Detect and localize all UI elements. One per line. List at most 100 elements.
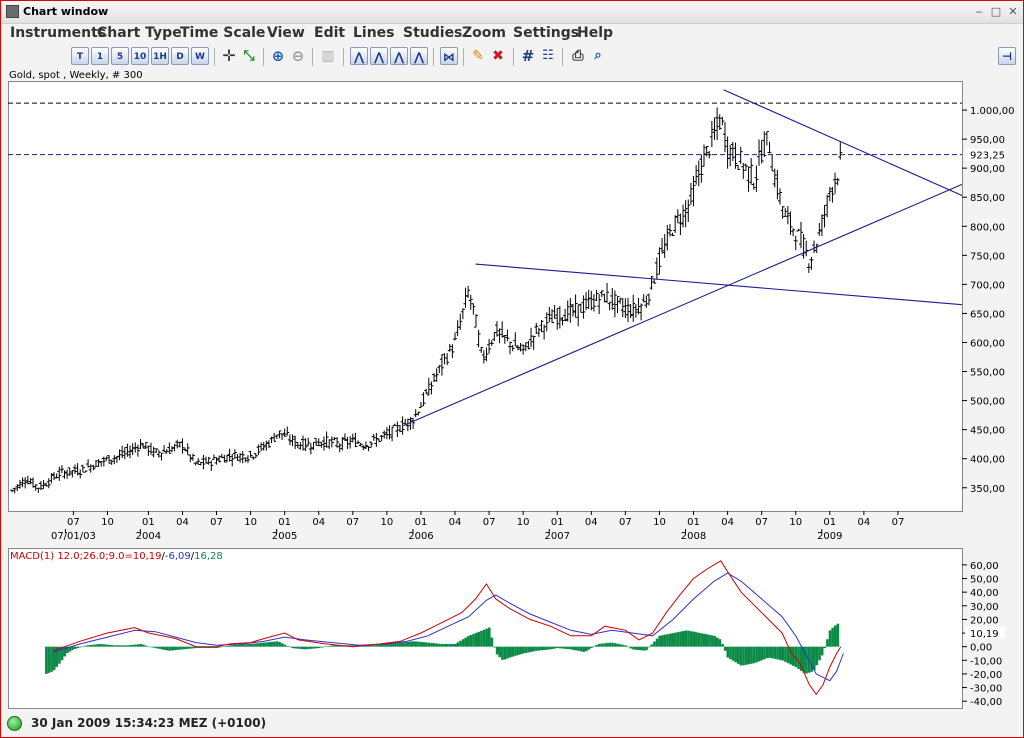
histogram-bar	[716, 637, 719, 647]
histogram-bar	[244, 644, 247, 647]
delete-icon[interactable]: ✖	[492, 48, 504, 64]
menu-lines[interactable]: Lines	[353, 25, 395, 41]
x-tick-label: 07	[346, 517, 359, 528]
histogram-bar	[254, 643, 258, 647]
histogram-bar	[170, 646, 174, 651]
x-tick-label: 07	[67, 517, 80, 528]
histogram-bar	[469, 634, 473, 647]
histogram-bar	[299, 646, 302, 649]
histogram-bar	[632, 646, 635, 650]
histogram-bar	[721, 643, 724, 647]
histogram-bar	[144, 645, 148, 647]
histogram-bar	[149, 646, 153, 648]
x-tick-label: 04	[176, 517, 189, 528]
histogram-bar	[702, 633, 706, 647]
histogram-bar	[113, 645, 116, 647]
histogram-bar	[286, 645, 289, 647]
histogram-bar	[543, 646, 546, 651]
scale-icon[interactable]: ⤡	[243, 48, 255, 64]
histogram-bar	[508, 646, 512, 658]
line-tool-icon[interactable]: ⋀	[350, 47, 368, 65]
zoom-in-icon[interactable]: ⊕	[271, 47, 285, 65]
table-icon[interactable]: ☷	[542, 48, 554, 63]
toolbar-separator	[513, 48, 514, 66]
menu-view[interactable]: View	[267, 25, 305, 41]
histogram-bar	[68, 646, 72, 652]
menu-instruments[interactable]: Instruments	[10, 25, 107, 41]
histogram-bar	[76, 646, 80, 649]
grid-icon[interactable]: #	[521, 47, 535, 65]
histogram-bar	[558, 646, 562, 649]
histogram-bar	[372, 645, 376, 647]
zoom-out-icon[interactable]: ⊖	[291, 47, 305, 65]
histogram-bar	[514, 646, 517, 656]
histogram-bar	[160, 646, 163, 650]
macd-chart[interactable]: 60,0050,0040,0030,0020,0010,000,00-10,00…	[8, 548, 1020, 710]
menu-chart-type[interactable]: Chart Type	[97, 25, 182, 41]
histogram-bar	[401, 642, 405, 647]
histogram-bar	[52, 646, 56, 670]
histogram-bar	[430, 642, 433, 647]
timescale-1h-button[interactable]: 1H	[151, 47, 169, 65]
histogram-bar	[267, 642, 271, 647]
histogram-bar	[708, 634, 711, 647]
histogram-bar	[778, 646, 782, 660]
histogram-bar	[629, 646, 633, 649]
print-preview-icon[interactable]: ⌕	[594, 48, 602, 63]
eraser-icon[interactable]: ✎	[472, 48, 484, 64]
volume-icon[interactable]: ▥	[321, 48, 335, 64]
histogram-bar	[474, 632, 478, 647]
histogram-bar	[315, 646, 318, 649]
histogram-bar	[650, 644, 654, 647]
x-tick-label: 07	[210, 517, 223, 528]
histogram-bar	[611, 642, 614, 647]
macd-plot-area	[8, 548, 963, 709]
histogram-bar	[794, 646, 798, 668]
histogram-bar	[236, 644, 239, 647]
histogram-bar	[322, 646, 326, 648]
status-timestamp: 30 Jan 2009 15:34:23 MEZ (+0100)	[31, 716, 267, 730]
histogram-bar	[692, 631, 696, 647]
histogram-bar	[645, 646, 648, 651]
menu-zoom[interactable]: Zoom	[462, 25, 506, 41]
price-chart[interactable]: 1.000,00 950,00 900,00 850,00 800,00 750,00 70…	[8, 81, 1020, 543]
histogram-bar	[695, 632, 698, 647]
histogram-bar	[472, 633, 475, 647]
menu-time-scale[interactable]: Time Scale	[180, 25, 266, 41]
histogram-bar	[556, 646, 559, 649]
histogram-bar	[307, 646, 310, 650]
timescale-tick-button[interactable]: T	[71, 47, 89, 65]
x-tick-label: 01	[415, 517, 428, 528]
print-icon[interactable]: ⎙	[572, 48, 584, 64]
timescale-1min-button[interactable]: 1	[91, 47, 109, 65]
histogram-bar	[710, 635, 714, 647]
menu-settings[interactable]: Settings	[513, 25, 580, 41]
histogram-bar	[734, 646, 737, 663]
minimize-icon[interactable]: ‒	[975, 5, 983, 18]
line-tool-4-icon[interactable]: ⋀	[410, 47, 428, 65]
menu-help[interactable]: Help	[577, 25, 614, 41]
timescale-10min-button[interactable]: 10	[131, 47, 149, 65]
histogram-bar	[123, 645, 127, 647]
pin-icon[interactable]: ⊣	[998, 47, 1016, 65]
menu-studies[interactable]: Studies	[403, 25, 463, 41]
line-tool-3-icon[interactable]: ⋀	[390, 47, 408, 65]
crosshair-icon[interactable]: ✛	[222, 46, 236, 65]
histogram-bar	[118, 645, 122, 647]
maximize-icon[interactable]: □	[990, 5, 1002, 18]
timescale-daily-button[interactable]: D	[171, 47, 189, 65]
toolbar-separator	[214, 48, 215, 66]
histogram-bar	[425, 642, 428, 647]
histogram-bar	[291, 646, 295, 649]
menu-edit[interactable]: Edit	[314, 25, 346, 41]
toolbar-separator	[463, 48, 464, 66]
symbol-label: Gold, spot , Weekly, # 300	[9, 70, 143, 81]
macd-legend: MACD(1) 12.0;26.0;9.0=10,19/-6,09/16,28	[10, 551, 223, 562]
timescale-weekly-button[interactable]: W	[191, 47, 209, 65]
timescale-5min-button[interactable]: 5	[111, 47, 129, 65]
histogram-bar	[204, 646, 208, 649]
line-tool-2-icon[interactable]: ⋀	[370, 47, 388, 65]
close-icon[interactable]: ✕	[1008, 5, 1018, 18]
fibonacci-icon[interactable]: ⋈	[440, 47, 458, 65]
